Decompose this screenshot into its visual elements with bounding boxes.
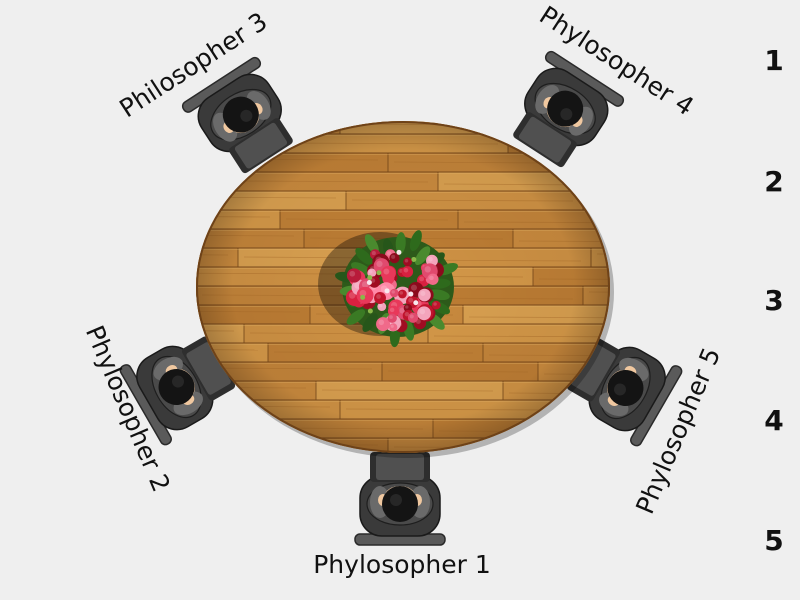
sidebar-number-5: 5 <box>764 524 783 557</box>
philosophers-group <box>119 50 683 546</box>
flower-bouquet-centerpiece <box>318 230 458 348</box>
sidebar-number-1: 1 <box>764 44 783 77</box>
philosopher-5-seat <box>566 337 683 447</box>
sidebar-numbers: 1 2 3 4 5 <box>764 44 783 557</box>
sidebar-number-2: 2 <box>764 165 783 198</box>
sidebar-number-4: 4 <box>764 404 783 437</box>
philosopher-3-seat <box>181 56 293 174</box>
sidebar-number-3: 3 <box>764 284 783 317</box>
label-philosopher-1: Phylosopher 1 <box>313 550 491 579</box>
philosopher-2-seat <box>119 336 236 446</box>
philosopher-4-seat <box>513 50 625 168</box>
philosopher-1-seat <box>354 452 446 546</box>
